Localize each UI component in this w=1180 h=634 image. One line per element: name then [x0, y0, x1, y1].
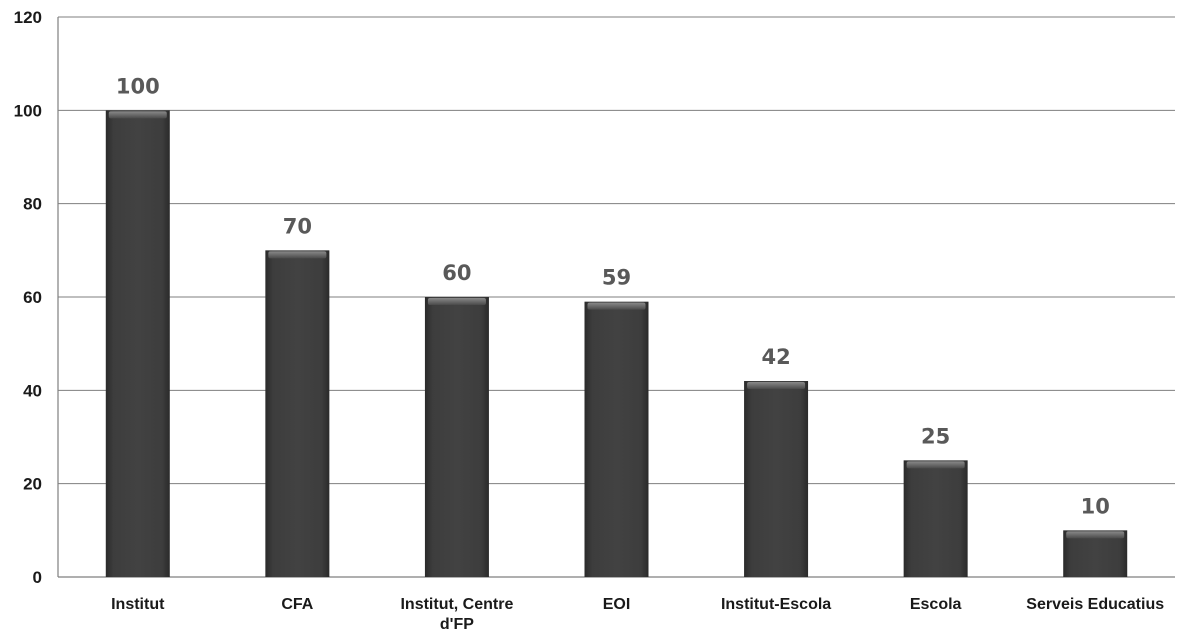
y-tick-label: 100: [14, 101, 42, 120]
bar-cap: [427, 298, 486, 305]
category-label: Serveis Educatius: [1026, 596, 1164, 613]
category-label-line: Escola: [910, 596, 962, 613]
category-label-line: Institut, Centre: [400, 596, 513, 613]
y-tick-label: 20: [23, 475, 42, 494]
category-label-line: Institut: [111, 596, 165, 613]
bar-3: [584, 301, 649, 577]
bar-cap: [1066, 531, 1125, 539]
bar-cap: [747, 382, 806, 389]
bar-4: [744, 381, 809, 577]
bar-body: [744, 381, 809, 577]
bar-body: [424, 297, 489, 577]
bar-cap: [587, 302, 646, 310]
category-label-line: d'FP: [440, 616, 474, 633]
bar-1: [265, 250, 330, 578]
category-label-line: Institut-Escola: [721, 596, 831, 613]
category-label: Escola: [910, 596, 962, 613]
data-label: 25: [921, 424, 950, 448]
bar-cap: [906, 461, 965, 469]
data-label: 100: [116, 74, 160, 98]
y-tick-label: 80: [23, 195, 42, 214]
data-labels: 100 70 60 59 42 25 10: [116, 74, 1110, 518]
category-label-line: CFA: [281, 596, 313, 613]
y-tick-label: 40: [23, 381, 42, 400]
category-label: CFA: [281, 596, 313, 613]
bar-6: [1063, 530, 1128, 577]
data-label: 70: [283, 214, 312, 238]
y-tick-label: 120: [14, 8, 42, 27]
category-label: EOI: [603, 596, 631, 613]
category-label-line: Serveis Educatius: [1026, 596, 1164, 613]
bar-body: [265, 250, 330, 578]
bars: [105, 110, 1128, 578]
category-label: Institut, Centre d'FP: [400, 596, 513, 633]
bar-2: [424, 297, 489, 577]
x-axis-category-labels: Institut CFA Institut, Centre d'FP EOI Instit…: [111, 596, 1164, 633]
data-label: 59: [602, 266, 631, 290]
category-label: Institut: [111, 596, 165, 613]
bar-5: [903, 460, 968, 577]
data-label: 60: [442, 261, 471, 285]
bar-cap: [108, 111, 167, 119]
data-label: 10: [1081, 494, 1110, 518]
bar-body: [105, 110, 170, 577]
bar-body: [903, 460, 968, 577]
bar-0: [105, 110, 170, 577]
category-label-line: EOI: [603, 596, 631, 613]
category-label: Institut-Escola: [721, 596, 831, 613]
y-axis-tick-labels: 0 20 40 60 80 100 120: [14, 8, 42, 587]
y-tick-label: 0: [33, 568, 42, 587]
y-tick-label: 60: [23, 288, 42, 307]
bar-cap: [268, 251, 327, 259]
bar-body: [584, 301, 649, 577]
data-label: 42: [761, 345, 790, 369]
